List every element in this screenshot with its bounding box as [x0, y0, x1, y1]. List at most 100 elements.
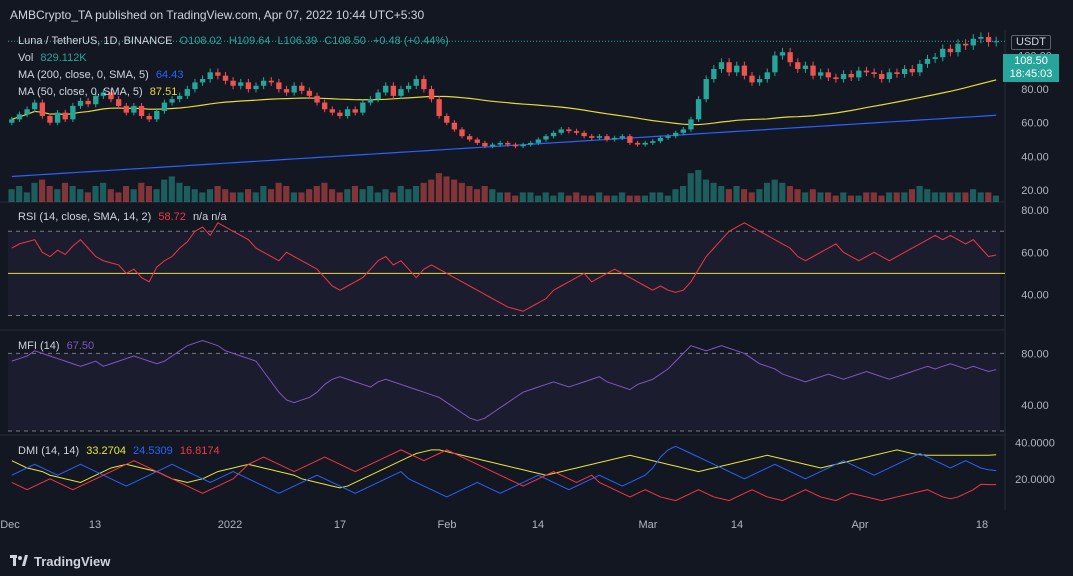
candlestick [955, 39, 961, 57]
candlestick [779, 47, 786, 60]
volume-bar [168, 176, 175, 202]
candle-body [909, 68, 915, 73]
last-price-tag: 108.50 18:45:03 [1003, 54, 1059, 82]
volume-bar [8, 189, 15, 202]
time-tick-label: Mar [639, 519, 658, 531]
candlestick [589, 133, 595, 140]
candlestick [848, 70, 854, 82]
volume-bar [702, 179, 710, 202]
candlestick [566, 127, 572, 134]
candlestick [596, 133, 603, 140]
volume-bar [725, 189, 732, 202]
volume-bar [23, 192, 30, 202]
volume-bar [405, 189, 412, 202]
candle-body [77, 100, 84, 106]
volume-bar [634, 195, 641, 202]
volume-bar [100, 182, 107, 202]
volume-bar [603, 195, 610, 202]
candlestick [383, 82, 389, 96]
candle-body [535, 139, 542, 143]
candlestick [611, 135, 618, 142]
volume-bar [435, 173, 442, 202]
candlestick [161, 99, 168, 114]
candle-body [512, 144, 519, 147]
volume-bar [336, 192, 343, 202]
volume-bar [840, 192, 847, 202]
candle-body [161, 102, 168, 111]
candlestick [451, 120, 458, 132]
candle-body [619, 136, 625, 138]
volume-bar [588, 195, 595, 202]
candlestick [909, 65, 915, 77]
currency-selector[interactable]: USDT [1011, 35, 1051, 50]
candle-body [352, 109, 358, 113]
volume-bar [161, 179, 168, 202]
candlestick [726, 58, 732, 77]
candlestick [444, 113, 450, 126]
candlestick [375, 89, 381, 103]
volume-bar [390, 192, 397, 202]
indicator-band-fill [8, 353, 1000, 431]
volume-bar [908, 189, 916, 202]
candlestick [344, 106, 351, 119]
volume-bar [138, 182, 145, 202]
candle-body [894, 72, 900, 74]
volume-bar [420, 182, 427, 202]
volume-label: Vol [18, 52, 34, 64]
volume-bar [222, 189, 229, 202]
close-value: C108.50 [324, 35, 366, 47]
volume-bar [802, 192, 809, 202]
candlestick [115, 96, 122, 109]
price-tick-label: 60.00 [1021, 118, 1049, 130]
volume-bar [565, 195, 572, 202]
volume-bar [374, 192, 381, 202]
candlestick [695, 96, 702, 122]
candle-body [299, 85, 305, 91]
candle-body [764, 72, 770, 80]
candle-body [718, 62, 725, 69]
candlestick [940, 44, 946, 62]
volume-bar [641, 195, 648, 202]
candle-body [123, 105, 129, 113]
candlestick [772, 51, 778, 77]
volume-bar [54, 189, 61, 202]
volume-bar [962, 192, 969, 202]
volume-bar [901, 192, 908, 202]
candle-body [199, 79, 206, 83]
candle-body [566, 129, 572, 132]
volume-bar [84, 192, 91, 202]
candle-body [787, 52, 793, 63]
volume-bar [741, 189, 748, 202]
candle-body [634, 142, 641, 145]
candle-body [85, 100, 91, 105]
ma50-label: MA (50, close, 0, SMA, 5) [18, 86, 143, 98]
volume-bar [46, 186, 53, 202]
candle-body [795, 62, 801, 69]
publisher-header: AMBCrypto_TA published on TradingView.co… [10, 8, 425, 22]
candle-body [924, 58, 931, 64]
volume-bar [718, 186, 725, 202]
candle-body [772, 55, 778, 73]
price-legend: Luna / TetherUS, 1D, BINANCE O108.02 H10… [18, 35, 453, 47]
volume-bar [931, 192, 938, 202]
candlestick [924, 54, 931, 68]
rsi-label: RSI (14, close, SMA, 14, 2) [18, 211, 152, 223]
volume-bar [229, 192, 236, 202]
volume-bar [145, 186, 152, 202]
volume-bar [748, 192, 755, 202]
candle-body [39, 102, 46, 116]
candle-body [329, 109, 335, 113]
candle-body [970, 38, 976, 46]
candle-body [466, 136, 473, 140]
ma50-legend: MA (50, close, 0, SMA, 5) 87.51 [18, 86, 181, 98]
candle-body [650, 141, 656, 143]
candle-body [268, 80, 274, 83]
candlestick [24, 106, 30, 118]
volume-value: 829.112K [40, 52, 87, 64]
candle-body [734, 65, 740, 73]
volume-bar [535, 195, 542, 202]
candle-body [856, 70, 862, 78]
chart-canvas[interactable]: 20.0040.0060.0080.00100.0040.0060.0080.0… [0, 30, 1073, 546]
candlestick [146, 113, 152, 122]
volume-bar [344, 189, 351, 202]
